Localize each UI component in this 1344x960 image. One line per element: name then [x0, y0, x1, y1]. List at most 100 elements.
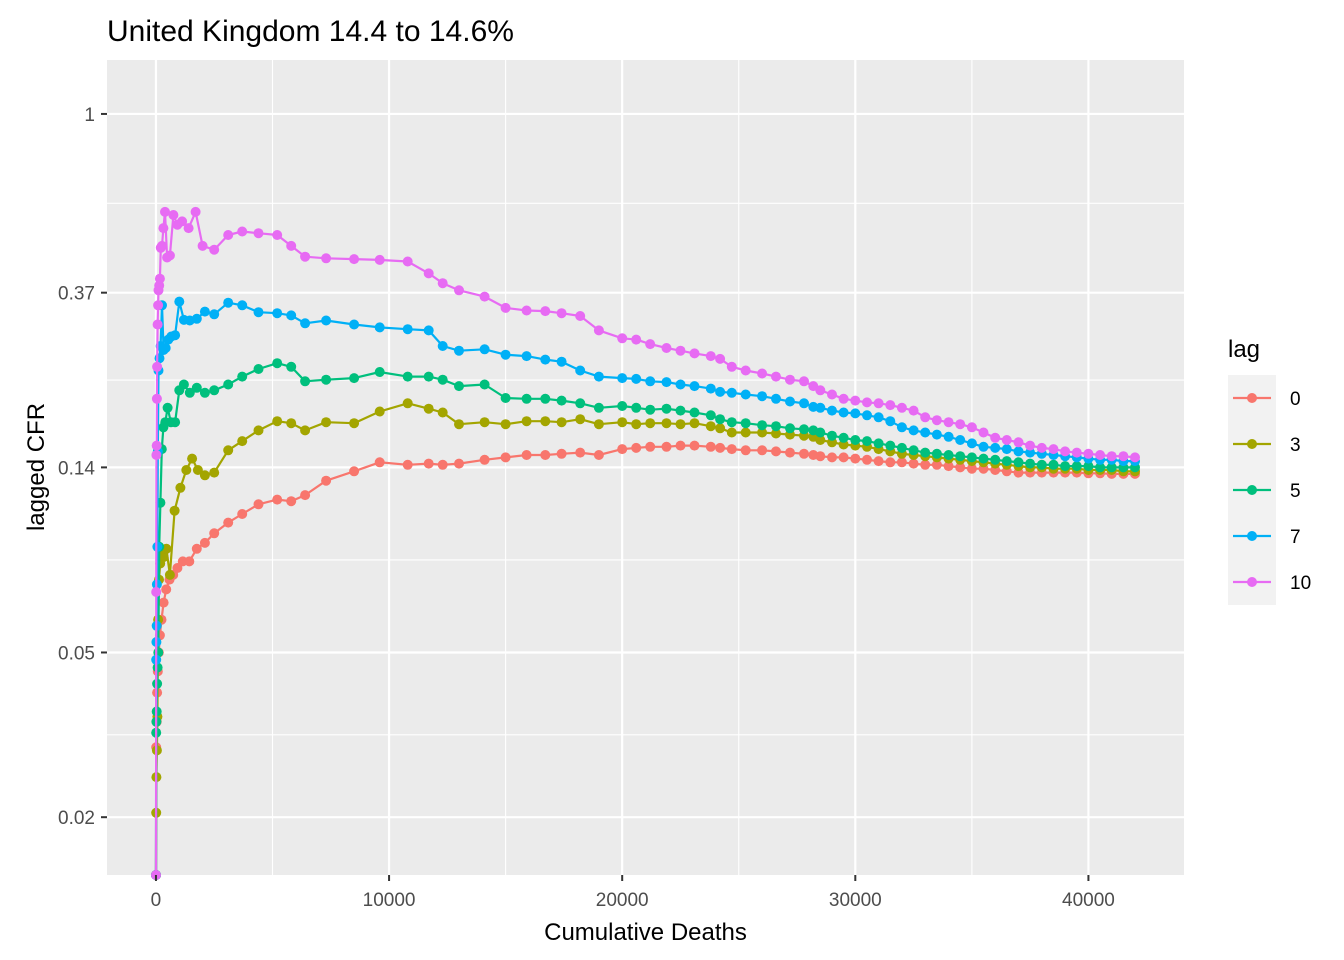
data-point: [740, 365, 751, 376]
y-tick-label: 0.37: [58, 284, 95, 305]
data-point: [850, 408, 861, 419]
data-point: [1095, 450, 1106, 460]
data-point: [827, 389, 837, 400]
data-point: [827, 452, 837, 463]
data-point: [151, 450, 162, 460]
data-point: [556, 308, 567, 319]
legend-item-5: 5: [1233, 481, 1301, 502]
data-point: [402, 459, 413, 470]
y-tick-label: 0.05: [58, 643, 95, 664]
data-point: [757, 391, 768, 402]
data-point: [272, 358, 283, 369]
data-point: [726, 427, 737, 438]
data-point: [661, 343, 672, 353]
data-point: [740, 418, 751, 429]
data-point: [454, 285, 464, 296]
data-point: [169, 505, 180, 516]
data-point: [896, 442, 907, 453]
data-point: [705, 441, 716, 452]
data-point: [990, 432, 1001, 443]
data-point: [675, 379, 686, 390]
data-point: [896, 457, 907, 468]
series-10: [151, 206, 1140, 880]
data-point: [286, 240, 297, 251]
data-point: [715, 442, 726, 453]
data-point: [349, 254, 360, 265]
data-point: [966, 452, 977, 463]
data-point: [209, 244, 220, 255]
data-point: [726, 387, 737, 398]
data-point: [675, 345, 686, 356]
data-point: [154, 273, 165, 284]
data-point: [617, 444, 628, 455]
data-point: [955, 462, 966, 473]
data-point: [437, 459, 448, 470]
data-point: [689, 440, 700, 451]
data-point: [838, 452, 849, 463]
legend-item-7: 7: [1233, 527, 1301, 548]
data-point: [631, 419, 642, 430]
data-point: [799, 424, 809, 435]
data-point: [675, 440, 686, 451]
data-point: [199, 470, 210, 481]
data-point: [931, 459, 942, 470]
data-point: [253, 228, 264, 239]
data-point: [617, 373, 628, 384]
data-point: [521, 393, 532, 404]
data-point: [170, 330, 181, 341]
data-point: [862, 454, 872, 465]
data-point: [1025, 458, 1036, 469]
data-point: [223, 379, 234, 390]
data-point: [454, 345, 464, 356]
data-point: [152, 319, 163, 330]
data-point: [873, 456, 884, 467]
data-point: [771, 446, 781, 457]
data-point: [740, 389, 751, 400]
data-point: [705, 351, 716, 362]
data-point: [943, 450, 954, 460]
data-point: [593, 419, 604, 430]
data-point: [157, 240, 167, 251]
data-point: [726, 417, 737, 428]
data-point: [815, 402, 826, 413]
data-point: [771, 393, 781, 404]
tick-labels: 0 10000 20000 30000 40000 1 0.37 0.14 0.05 0.02: [58, 105, 1115, 911]
data-point: [931, 448, 942, 459]
data-point: [349, 319, 360, 330]
data-point: [885, 457, 896, 468]
legend: lag 0 3 5 7 10: [1228, 336, 1311, 605]
data-point: [237, 226, 248, 237]
data-point: [1013, 437, 1024, 448]
data-point: [300, 318, 311, 329]
data-point: [575, 398, 586, 409]
data-point: [675, 405, 686, 416]
data-point: [1118, 451, 1129, 462]
legend-item-3: 3: [1233, 435, 1301, 456]
data-point: [237, 509, 248, 519]
data-point: [931, 415, 942, 426]
x-axis-title: Cumulative Deaths: [544, 919, 747, 946]
data-point: [151, 393, 162, 404]
data-point: [645, 404, 656, 415]
data-point: [199, 387, 210, 398]
legend-item-0: 0: [1233, 389, 1301, 410]
data-point: [966, 463, 977, 474]
data-point: [349, 373, 360, 384]
data-point: [237, 300, 248, 311]
data-point: [785, 423, 795, 434]
data-point: [402, 371, 413, 382]
data-point: [645, 418, 656, 429]
data-point: [158, 597, 169, 608]
data-point: [349, 418, 360, 429]
data-point: [850, 435, 861, 445]
data-point: [631, 402, 642, 413]
major-gridlines: [107, 60, 1184, 875]
data-point: [223, 445, 234, 456]
data-point: [177, 216, 188, 227]
data-point: [500, 452, 511, 463]
data-point: [151, 440, 162, 451]
data-point: [661, 403, 672, 414]
data-point: [286, 496, 297, 507]
data-point: [1036, 459, 1047, 470]
axis-ticks: [101, 112, 1090, 881]
